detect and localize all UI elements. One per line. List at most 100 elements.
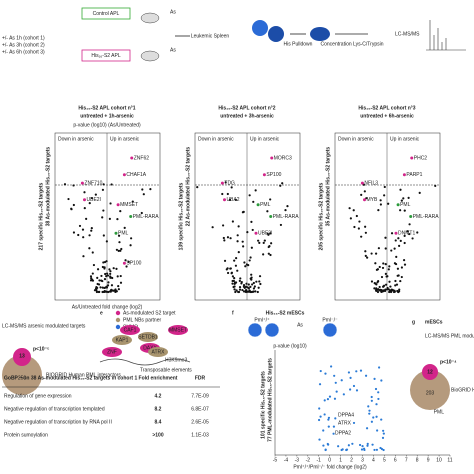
dot bbox=[257, 239, 260, 242]
dot bbox=[236, 269, 239, 272]
dot bbox=[324, 372, 327, 375]
dot bbox=[373, 282, 376, 285]
dot bbox=[242, 284, 246, 287]
dot bbox=[105, 275, 108, 278]
dot bbox=[232, 279, 235, 282]
dot bbox=[105, 240, 108, 243]
hit bbox=[363, 198, 366, 202]
dot bbox=[380, 275, 384, 279]
dot bbox=[341, 448, 344, 451]
dot bbox=[375, 448, 379, 451]
dot bbox=[368, 409, 371, 412]
dot bbox=[89, 275, 93, 278]
hit bbox=[129, 215, 133, 218]
plot-frame bbox=[54, 132, 161, 301]
dot bbox=[103, 267, 106, 270]
point-label: DPPA2 bbox=[335, 430, 351, 436]
dot bbox=[114, 288, 117, 291]
dot bbox=[246, 286, 249, 289]
dot bbox=[252, 281, 255, 285]
label: Up in arsenic bbox=[250, 136, 280, 142]
label: p-value (log10) bbox=[273, 343, 307, 349]
dot bbox=[100, 279, 103, 282]
point-label: MYB bbox=[367, 197, 379, 203]
label: 4.2 bbox=[155, 393, 162, 399]
dot bbox=[381, 436, 385, 439]
dot bbox=[240, 282, 243, 285]
dot bbox=[383, 185, 386, 189]
label: 8.2 bbox=[155, 406, 162, 412]
dot bbox=[149, 188, 152, 191]
dot bbox=[221, 192, 224, 196]
label: p-value (log10) (As/Untreated) bbox=[73, 122, 141, 128]
dot bbox=[70, 207, 73, 210]
y-label: 22 As-modulated His₁₆-S2 targets bbox=[185, 147, 191, 227]
dot bbox=[118, 241, 121, 244]
x-tick-label: -4 bbox=[284, 457, 289, 463]
sumo bbox=[252, 20, 268, 36]
label: Pml⁺/⁺ bbox=[254, 317, 270, 323]
dot bbox=[364, 250, 367, 253]
label: 8.4 bbox=[155, 419, 162, 425]
dot bbox=[390, 232, 394, 235]
dot bbox=[102, 183, 105, 186]
dot bbox=[142, 193, 145, 196]
dot bbox=[388, 289, 392, 292]
dot bbox=[115, 248, 118, 251]
dot bbox=[398, 244, 401, 247]
x-tick-label: 3 bbox=[361, 457, 364, 463]
node bbox=[120, 325, 140, 335]
dot bbox=[81, 228, 85, 231]
dot bbox=[94, 287, 98, 290]
dot bbox=[229, 237, 232, 240]
dot bbox=[355, 370, 358, 373]
point-label: UBA2 bbox=[227, 197, 240, 203]
dot bbox=[328, 395, 332, 398]
dot bbox=[234, 264, 238, 267]
dot bbox=[347, 444, 350, 447]
dot bbox=[269, 253, 272, 257]
dot bbox=[241, 288, 244, 292]
dot bbox=[114, 290, 117, 294]
dot bbox=[365, 427, 369, 430]
label: KAP1 bbox=[116, 337, 129, 343]
dot bbox=[256, 290, 259, 294]
dot bbox=[127, 260, 130, 263]
label: SETDB1 bbox=[138, 334, 158, 340]
dot bbox=[251, 283, 254, 286]
dot bbox=[322, 429, 325, 432]
plot-frame bbox=[194, 132, 301, 301]
dot bbox=[279, 223, 283, 227]
x-tick-label: 4 bbox=[372, 457, 375, 463]
dot bbox=[384, 272, 387, 275]
dot bbox=[317, 418, 321, 422]
dot bbox=[384, 263, 387, 266]
label: As-modulated S2 target bbox=[123, 310, 176, 316]
dot bbox=[340, 379, 343, 382]
control-box bbox=[81, 7, 131, 20]
label: >100 bbox=[152, 432, 163, 438]
dot bbox=[111, 276, 114, 280]
dot bbox=[375, 403, 378, 406]
venn bbox=[2, 355, 42, 395]
y-label: 101 specific His₁₆-S2 targets bbox=[260, 371, 266, 439]
dot bbox=[262, 253, 265, 256]
volcano-subtitle: untreated + 3h-arsenic bbox=[220, 113, 274, 119]
dot bbox=[416, 231, 419, 234]
hit bbox=[122, 261, 126, 265]
dot bbox=[97, 290, 101, 294]
dot bbox=[252, 287, 256, 290]
dot bbox=[330, 365, 333, 368]
dot bbox=[231, 220, 234, 223]
dot bbox=[375, 268, 378, 271]
label: CAF1 bbox=[124, 327, 137, 333]
dot bbox=[393, 247, 396, 250]
dot bbox=[387, 202, 390, 205]
dot bbox=[248, 259, 251, 262]
dot bbox=[394, 279, 397, 283]
label: Control APL bbox=[93, 11, 120, 17]
dot bbox=[351, 442, 354, 445]
dot bbox=[399, 188, 402, 191]
dot bbox=[102, 209, 105, 212]
dot bbox=[266, 232, 269, 235]
